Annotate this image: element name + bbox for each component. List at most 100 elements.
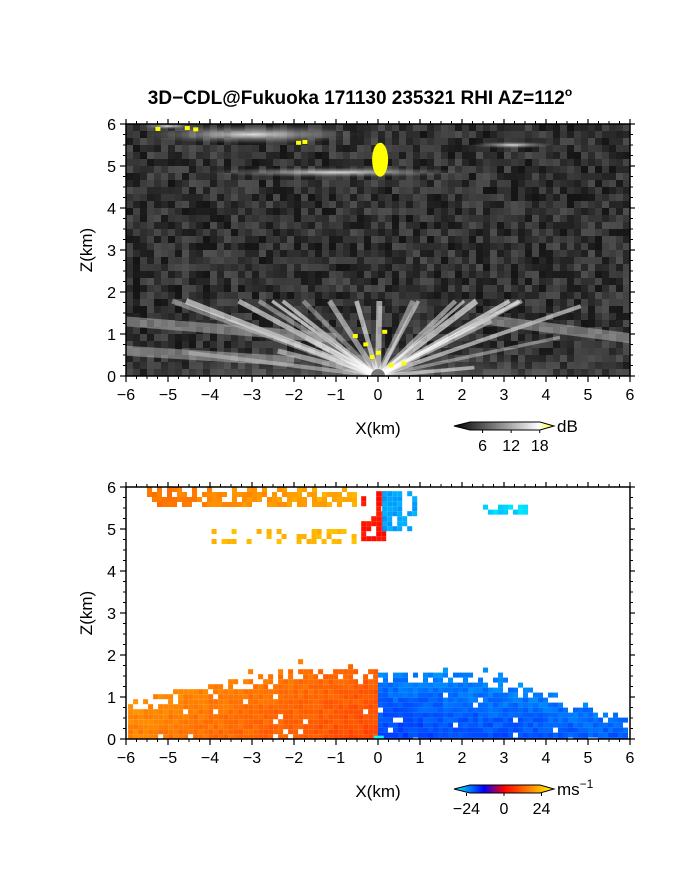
strong-echo-core — [372, 142, 389, 177]
velocity-pixel-receding — [368, 724, 374, 730]
velocity-pixel-receding — [323, 699, 329, 705]
velocity-pixel-receding — [228, 699, 234, 705]
velocity-pixel-receding — [348, 679, 354, 685]
velocity-pixel-receding — [273, 704, 279, 710]
velocity-pixel-upper — [332, 497, 337, 502]
velocity-pixel-receding — [353, 684, 359, 690]
velocity-pixel-receding — [293, 684, 299, 690]
velocity-pixel-approaching — [463, 702, 468, 708]
velocity-pixel-receding — [353, 699, 359, 705]
velocity-pixel-core — [366, 521, 372, 527]
velocity-pixel-receding — [363, 684, 369, 690]
velocity-pixel-approaching — [438, 702, 443, 708]
clutter-ray — [354, 300, 381, 376]
velocity-pixel-core — [387, 521, 393, 527]
velocity-pixel-receding — [198, 699, 204, 705]
velocity-pixel-receding — [308, 689, 314, 695]
velocity-pixel-approaching — [413, 727, 418, 733]
velocity-pixel-receding — [278, 734, 284, 739]
velocity-pixel-receding — [173, 724, 179, 730]
velocity-pixel-approaching — [428, 672, 433, 678]
velocity-pixel-receding — [143, 719, 149, 725]
velocity-pixel-approaching — [608, 732, 613, 738]
velocity-pixel-receding — [253, 719, 259, 725]
velocity-pixel-approaching — [553, 722, 558, 728]
velocity-pixel-core — [412, 501, 418, 507]
velocity-pixel-receding — [298, 719, 304, 725]
velocity-pixel-receding — [343, 704, 349, 710]
velocity-pixel-receding — [358, 734, 364, 739]
velocity-pixel-receding — [273, 709, 279, 715]
velocity-pixel-receding — [163, 714, 169, 720]
velocity-pixel-receding — [268, 694, 274, 700]
velocity-pixel-approaching — [413, 672, 418, 678]
velocity-pixel-approaching — [463, 687, 468, 693]
velocity-pixel-approaching — [503, 727, 508, 733]
velocity-pixel-receding — [318, 719, 324, 725]
velocity-pixel-approaching — [488, 697, 493, 703]
velocity-pixel-receding — [318, 679, 324, 685]
velocity-pixel-core — [382, 516, 388, 522]
velocity-pixel-approaching — [543, 727, 548, 733]
velocity-pixel-receding — [248, 699, 254, 705]
velocity-pixel-approaching — [543, 697, 548, 703]
velocity-pixel-approaching — [553, 702, 558, 708]
velocity-pixel-receding — [293, 679, 299, 685]
velocity-pixel-approaching — [443, 702, 448, 708]
velocity-pixel-receding — [268, 714, 274, 720]
velocity-pixel-upper — [157, 487, 162, 492]
velocity-pixel-approaching — [573, 722, 578, 728]
velocity-pixel-approaching — [513, 727, 518, 733]
velocity-pixel-receding — [293, 709, 299, 715]
velocity-pixel-receding — [283, 709, 289, 715]
velocity-pixel-approaching — [558, 717, 563, 723]
velocity-pixel-approaching — [463, 712, 468, 718]
velocity-pixel-receding — [193, 704, 199, 710]
velocity-pixel-receding — [238, 719, 244, 725]
velocity-pixel-receding — [348, 709, 354, 715]
velocity-pixel-approaching — [438, 677, 443, 683]
velocity-pixel-approaching — [463, 727, 468, 733]
velocity-pixel-receding — [343, 684, 349, 690]
velocity-pixel-approaching — [448, 702, 453, 708]
velocity-pixel-upper — [217, 497, 222, 502]
velocity-pixel-approaching — [408, 707, 413, 713]
velocity-pixel-approaching — [398, 682, 403, 688]
velocity-pixel-approaching — [453, 727, 458, 733]
velocity-pixel-upper — [312, 492, 317, 497]
velocity-pixel-approaching — [608, 722, 613, 728]
clutter-ray — [377, 335, 561, 376]
velocity-pixel-approaching — [568, 722, 573, 728]
velocity-pixel-approaching — [518, 712, 523, 718]
velocity-pixel-upper — [167, 497, 172, 502]
velocity-pixel-approaching — [588, 727, 593, 733]
velocity-pixel-approaching — [433, 672, 438, 678]
velocity-pixel-approaching — [523, 687, 528, 693]
velocity-pixel-upper — [297, 502, 302, 507]
velocity-pixel-approaching — [448, 682, 453, 688]
velocity-pixel-receding — [133, 709, 139, 715]
velocity-pixel-approaching — [388, 712, 393, 718]
x-tick-label: 3 — [500, 387, 509, 404]
velocity-pixel-receding — [288, 704, 294, 710]
velocity-pixel-receding — [268, 704, 274, 710]
velocity-pixel-approaching — [383, 712, 388, 718]
velocity-pixel-approaching — [618, 732, 623, 738]
velocity-pixel-approaching — [493, 687, 498, 693]
velocity-pixel-receding — [143, 709, 149, 715]
strong-echo-pixel — [369, 355, 375, 359]
velocity-pixel-approaching — [423, 697, 428, 703]
velocity-pixel-receding — [338, 699, 344, 705]
velocity-pixel-approaching — [563, 717, 568, 723]
velocity-pixel-receding — [308, 669, 314, 675]
velocity-pixel-upper — [306, 539, 312, 544]
velocity-pixel-receding — [373, 714, 379, 720]
velocity-pixel-approaching — [383, 687, 388, 693]
velocity-pixel-receding — [298, 699, 304, 705]
velocity-pixel-approaching — [618, 727, 623, 733]
velocity-pixel-receding — [138, 734, 144, 739]
velocity-pixel-approaching — [553, 712, 558, 718]
velocity-pixel-approaching — [463, 682, 468, 688]
velocity-pixel-receding — [333, 734, 339, 739]
velocity-pixel-approaching — [473, 687, 478, 693]
